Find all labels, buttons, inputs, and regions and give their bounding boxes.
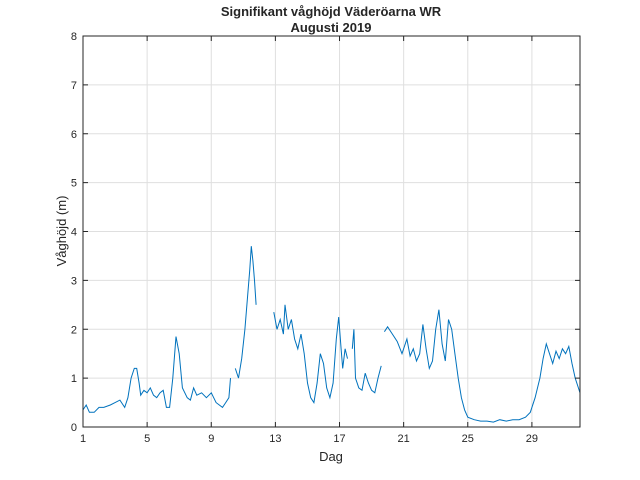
x-tick-label: 29 (526, 433, 538, 445)
x-tick-label: 1 (80, 433, 86, 445)
chart-subtitle: Augusti 2019 (291, 20, 372, 35)
x-tick-label: 25 (462, 433, 474, 445)
x-tick-label: 17 (333, 433, 345, 445)
grid-lines (82, 35, 580, 428)
x-tick-label: 13 (269, 433, 281, 445)
wave-height-line-segment (273, 304, 348, 404)
x-tick-label: 9 (208, 433, 214, 445)
x-tick-label: 5 (144, 433, 150, 445)
y-tick-label: 7 (71, 80, 77, 92)
wave-height-line-segment (351, 329, 382, 394)
y-tick-label: 0 (71, 422, 77, 434)
y-tick-label: 6 (71, 129, 77, 141)
x-axis-label: Dag (319, 449, 343, 464)
wave-height-line-segment (82, 336, 231, 413)
chart-title: Signifikant våghöjd Väderöarna WR (221, 4, 442, 19)
x-tick-label: 21 (398, 433, 410, 445)
y-tick-label: 4 (71, 227, 77, 239)
y-tick-label: 2 (71, 324, 77, 336)
series-layer (82, 246, 581, 423)
y-tick-label: 8 (71, 31, 77, 43)
y-axis-label: Våghöjd (m) (54, 196, 69, 267)
y-tick-label: 3 (71, 275, 77, 287)
y-tick-label: 5 (71, 178, 77, 190)
wave-height-line-segment (234, 246, 257, 379)
wave-height-line-segment (383, 309, 581, 423)
y-tick-label: 1 (71, 373, 77, 385)
